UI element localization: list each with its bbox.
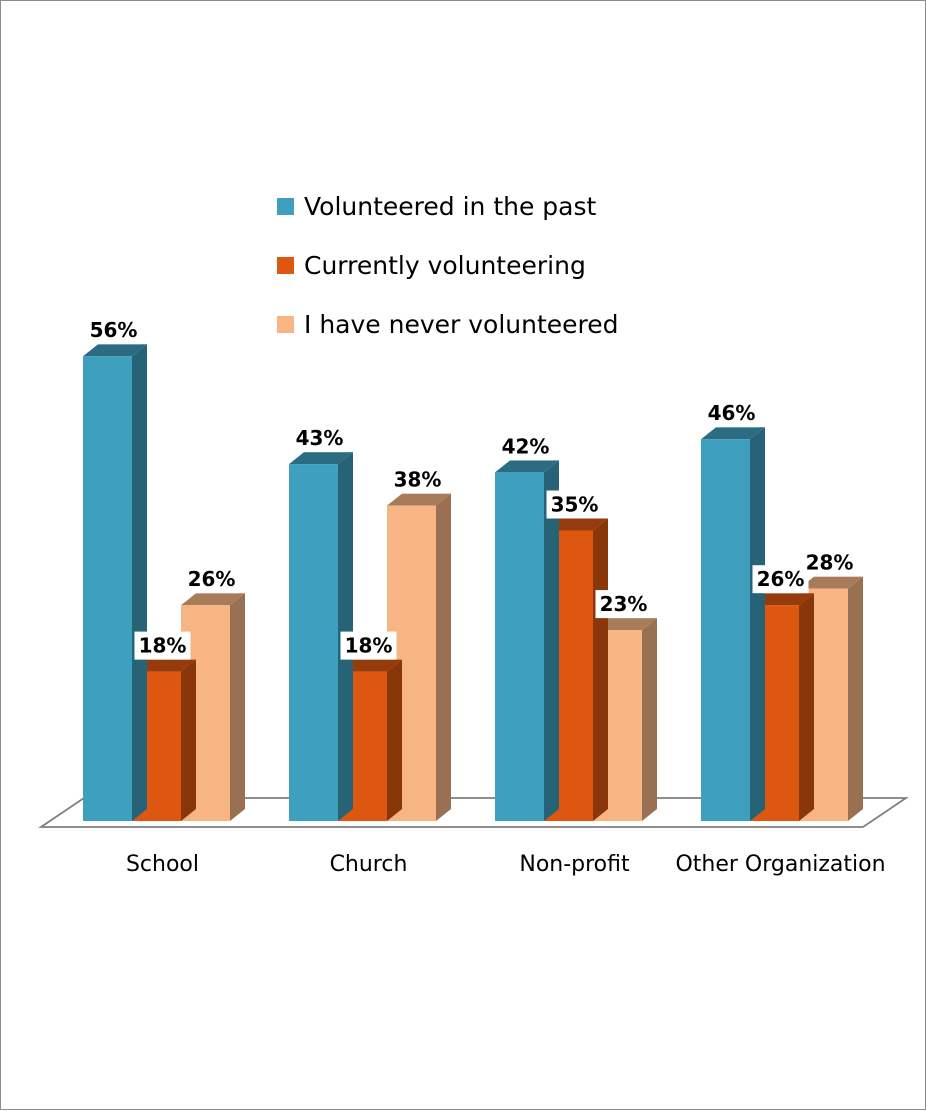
bar-top-other-organization-volunteered-in-the-past bbox=[701, 427, 765, 440]
data-label-school-currently-volunteering: 18% bbox=[139, 634, 187, 658]
category-label-church: Church bbox=[330, 852, 408, 877]
data-label-bg-church-i-have-never-volunteered bbox=[389, 465, 446, 494]
bar-side-other-organization-i-have-never-volunteered bbox=[848, 576, 863, 821]
category-label-school: School bbox=[126, 852, 199, 877]
data-label-bg-church-currently-volunteering bbox=[340, 631, 397, 660]
bar-side-school-volunteered-in-the-past bbox=[132, 344, 147, 821]
bar-side-other-organization-volunteered-in-the-past bbox=[750, 427, 765, 821]
bar-side-church-i-have-never-volunteered bbox=[436, 493, 451, 821]
legend-label-past: Volunteered in the past bbox=[304, 192, 597, 221]
bar-side-non-profit-volunteered-in-the-past bbox=[544, 460, 559, 821]
bar-side-school-currently-volunteering bbox=[181, 659, 196, 821]
data-label-bg-non-profit-i-have-never-volunteered bbox=[595, 590, 652, 619]
data-label-bg-church-volunteered-in-the-past bbox=[291, 424, 348, 453]
bar-top-other-organization-i-have-never-volunteered bbox=[799, 576, 863, 589]
bar-church-volunteered-in-the-past bbox=[289, 464, 338, 821]
data-label-bg-other-organization-volunteered-in-the-past bbox=[703, 399, 760, 428]
data-label-school-i-have-never-volunteered: 26% bbox=[188, 567, 236, 591]
floor bbox=[38, 797, 909, 828]
data-label-bg-other-organization-i-have-never-volunteered bbox=[801, 548, 858, 577]
data-label-bg-school-volunteered-in-the-past bbox=[85, 316, 142, 345]
data-label-church-currently-volunteering: 18% bbox=[345, 634, 393, 658]
legend-item-current: Currently volunteering bbox=[277, 236, 619, 295]
bar-top-non-profit-currently-volunteering bbox=[544, 518, 608, 531]
category-label-other-organization: Other Organization bbox=[675, 852, 885, 877]
legend-label-current: Currently volunteering bbox=[304, 251, 586, 280]
bar-top-church-currently-volunteering bbox=[338, 659, 402, 672]
bar-side-other-organization-currently-volunteering bbox=[799, 593, 814, 821]
legend-item-past: Volunteered in the past bbox=[277, 177, 619, 236]
data-label-church-i-have-never-volunteered: 38% bbox=[394, 468, 442, 492]
bar-top-non-profit-i-have-never-volunteered bbox=[593, 618, 657, 631]
bar-top-non-profit-volunteered-in-the-past bbox=[495, 460, 559, 473]
bar-top-school-i-have-never-volunteered bbox=[181, 593, 245, 606]
bar-other-organization-volunteered-in-the-past bbox=[701, 439, 750, 821]
bar-school-volunteered-in-the-past bbox=[83, 356, 132, 821]
data-label-non-profit-i-have-never-volunteered: 23% bbox=[600, 592, 648, 616]
data-label-other-organization-volunteered-in-the-past: 46% bbox=[708, 401, 756, 425]
bar-top-school-volunteered-in-the-past bbox=[83, 344, 147, 357]
bar-top-church-i-have-never-volunteered bbox=[387, 493, 451, 506]
bar-top-church-volunteered-in-the-past bbox=[289, 452, 353, 465]
bar-side-church-currently-volunteering bbox=[387, 659, 402, 821]
legend-swatch-past bbox=[277, 198, 294, 215]
category-label-non-profit: Non-profit bbox=[519, 852, 630, 877]
bar-side-school-i-have-never-volunteered bbox=[230, 593, 245, 821]
data-label-other-organization-i-have-never-volunteered: 28% bbox=[806, 551, 854, 575]
legend-item-never: I have never volunteered bbox=[277, 295, 619, 354]
data-label-church-volunteered-in-the-past: 43% bbox=[296, 426, 344, 450]
bar-side-non-profit-currently-volunteering bbox=[593, 518, 608, 821]
data-label-school-volunteered-in-the-past: 56% bbox=[90, 318, 138, 342]
data-label-non-profit-currently-volunteering: 35% bbox=[551, 493, 599, 517]
legend: Volunteered in the past Currently volunt… bbox=[277, 177, 619, 354]
legend-label-never: I have never volunteered bbox=[304, 310, 619, 339]
legend-swatch-current bbox=[277, 257, 294, 274]
bar-top-school-currently-volunteering bbox=[132, 659, 196, 672]
bar-side-non-profit-i-have-never-volunteered bbox=[642, 618, 657, 821]
data-label-bg-non-profit-volunteered-in-the-past bbox=[497, 432, 554, 461]
legend-swatch-never bbox=[277, 316, 294, 333]
data-label-other-organization-currently-volunteering: 26% bbox=[757, 567, 805, 591]
data-label-bg-non-profit-currently-volunteering bbox=[546, 490, 603, 519]
bar-top-other-organization-currently-volunteering bbox=[750, 593, 814, 606]
bar-non-profit-volunteered-in-the-past bbox=[495, 472, 544, 821]
data-label-bg-other-organization-currently-volunteering bbox=[752, 565, 809, 594]
data-label-bg-school-i-have-never-volunteered bbox=[183, 565, 240, 594]
data-label-non-profit-volunteered-in-the-past: 42% bbox=[502, 434, 550, 458]
data-label-bg-school-currently-volunteering bbox=[134, 631, 191, 660]
